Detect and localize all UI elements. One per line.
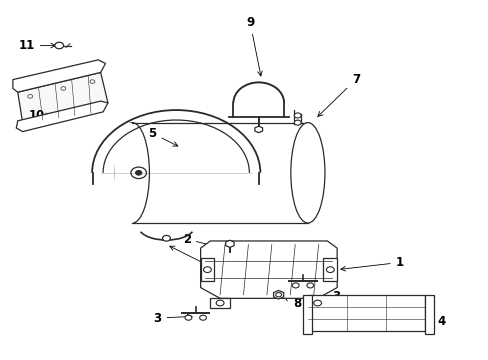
Ellipse shape <box>290 123 325 223</box>
Text: 5: 5 <box>148 127 178 146</box>
Bar <box>307 298 327 309</box>
Bar <box>323 258 336 281</box>
Text: 3: 3 <box>153 311 192 325</box>
Bar <box>424 295 433 334</box>
Text: 9: 9 <box>245 16 262 76</box>
Circle shape <box>306 283 313 288</box>
Bar <box>200 258 214 281</box>
Polygon shape <box>18 72 108 123</box>
Circle shape <box>203 267 211 273</box>
Text: 2: 2 <box>183 233 226 250</box>
Bar <box>210 298 229 309</box>
Circle shape <box>90 80 95 84</box>
Circle shape <box>313 300 321 306</box>
Circle shape <box>275 293 281 297</box>
Circle shape <box>55 42 63 49</box>
Text: 3: 3 <box>308 285 340 303</box>
Circle shape <box>136 171 142 175</box>
Ellipse shape <box>115 123 149 223</box>
Text: 7: 7 <box>317 73 359 116</box>
Polygon shape <box>254 126 262 133</box>
Polygon shape <box>225 240 234 247</box>
Circle shape <box>28 95 33 98</box>
Polygon shape <box>16 101 108 132</box>
Text: 10: 10 <box>28 109 51 122</box>
Circle shape <box>184 315 191 320</box>
Circle shape <box>326 267 333 273</box>
Circle shape <box>199 315 206 320</box>
Circle shape <box>292 283 299 288</box>
Polygon shape <box>273 291 283 299</box>
Bar <box>132 123 307 223</box>
Bar <box>115 123 132 223</box>
Text: 6: 6 <box>169 246 213 273</box>
Text: 8: 8 <box>284 297 301 310</box>
Bar <box>307 295 424 330</box>
Circle shape <box>131 167 146 179</box>
Circle shape <box>294 120 301 125</box>
Circle shape <box>61 87 66 90</box>
Circle shape <box>294 113 301 118</box>
Circle shape <box>216 300 224 306</box>
Circle shape <box>162 235 170 241</box>
Text: 4: 4 <box>428 315 445 328</box>
Text: 1: 1 <box>340 256 403 271</box>
Polygon shape <box>13 60 105 92</box>
Text: 11: 11 <box>19 39 55 52</box>
Polygon shape <box>200 241 336 298</box>
Bar <box>303 295 311 334</box>
